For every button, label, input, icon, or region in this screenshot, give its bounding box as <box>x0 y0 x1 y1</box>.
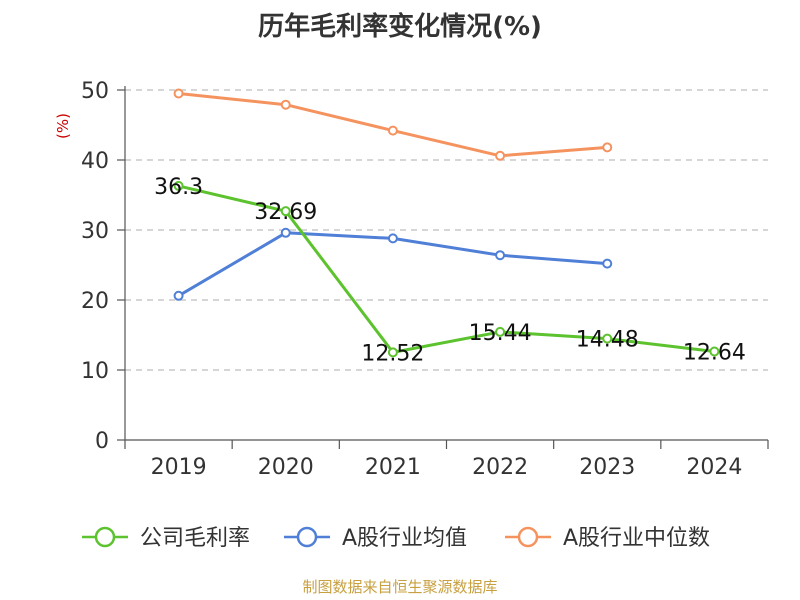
data-label: 36.3 <box>154 175 203 200</box>
legend-label: 公司毛利率 <box>140 526 250 551</box>
y-tick-label: 10 <box>81 359 109 384</box>
data-point <box>173 88 184 99</box>
legend-item[interactable]: 公司毛利率 <box>82 526 250 551</box>
y-tick-label: 30 <box>81 219 109 244</box>
legend-marker-icon <box>296 526 318 548</box>
legend: 公司毛利率 A股行业均值 A股行业中位数 <box>82 526 710 551</box>
data-labels: 36.3 32.69 12.52 15.44 14.48 12.64 <box>154 175 746 366</box>
gridlines <box>125 89 768 371</box>
data-point <box>495 150 506 161</box>
axes: 0 10 20 30 40 50 2019 2020 2021 2022 2023 2024 <box>81 79 769 480</box>
series-line <box>178 92 608 158</box>
series-line <box>178 184 715 354</box>
legend-marker-icon <box>517 526 539 548</box>
x-tick-label: 2019 <box>151 455 207 480</box>
legend-item[interactable]: A股行业中位数 <box>505 526 710 551</box>
y-tick-label: 0 <box>95 429 109 454</box>
source-note: 制图数据来自恒生聚源数据库 <box>302 578 497 596</box>
data-point <box>602 142 613 153</box>
series-lines <box>173 88 720 358</box>
data-point <box>602 333 613 344</box>
data-point <box>280 206 291 217</box>
data-label: 14.48 <box>576 328 639 353</box>
legend-label: A股行业中位数 <box>563 526 710 551</box>
x-tick-label: 2020 <box>258 455 314 480</box>
legend-item[interactable]: A股行业均值 <box>284 526 467 551</box>
data-point <box>280 99 291 110</box>
data-label: 32.69 <box>254 200 317 225</box>
data-label: 12.64 <box>683 341 746 366</box>
x-tick-label: 2021 <box>365 455 421 480</box>
y-tick-label: 20 <box>81 289 109 314</box>
data-point <box>495 326 506 337</box>
legend-marker-icon <box>94 526 116 548</box>
data-label: 15.44 <box>469 321 532 346</box>
y-tick-label: 40 <box>81 149 109 174</box>
legend-label: A股行业均值 <box>342 526 467 551</box>
data-point <box>602 258 613 269</box>
y-tick-label: 50 <box>81 79 109 104</box>
data-point <box>387 125 398 136</box>
data-label: 12.52 <box>361 341 424 366</box>
data-point <box>387 347 398 358</box>
x-tick-label: 2022 <box>472 455 528 480</box>
data-point <box>173 180 184 191</box>
data-point <box>495 250 506 261</box>
data-point <box>173 290 184 301</box>
chart-title: 历年毛利率变化情况(%) <box>258 11 542 42</box>
data-point <box>280 227 291 238</box>
y-axis-unit-label: (%) <box>54 113 72 139</box>
x-tick-label: 2024 <box>686 455 742 480</box>
data-point <box>387 233 398 244</box>
data-point <box>709 346 720 357</box>
x-tick-label: 2023 <box>579 455 635 480</box>
